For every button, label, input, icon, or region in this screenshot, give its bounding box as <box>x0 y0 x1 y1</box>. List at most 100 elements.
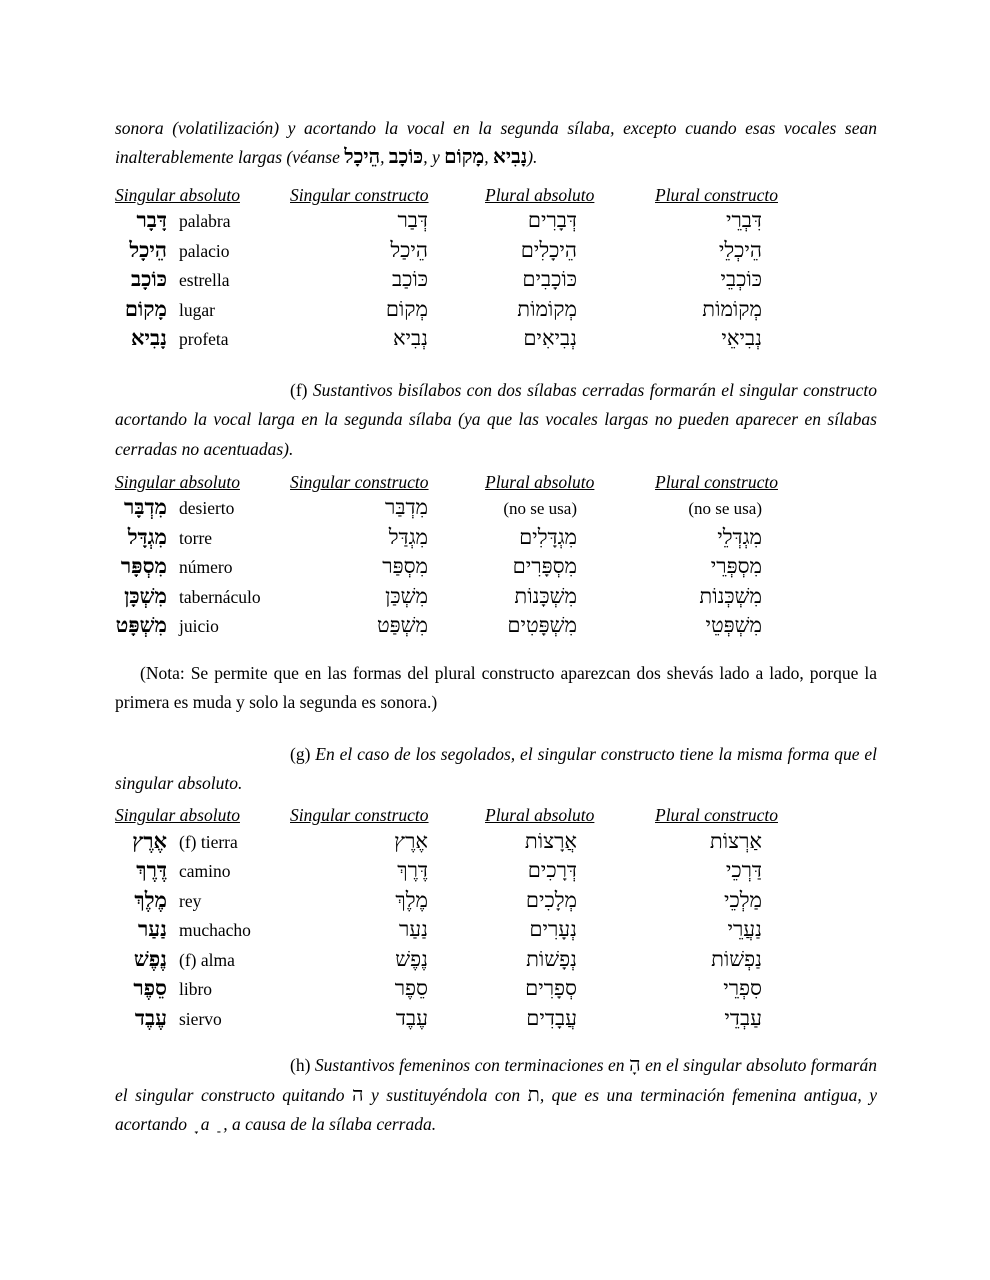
text-segment: En el caso de los segolados, el singular… <box>115 743 878 794</box>
hebrew-singular-absolute: נַעַר <box>137 917 167 942</box>
construct-plural-cell: מִגְדְּלֵי <box>655 524 805 549</box>
hebrew-plural-absolute: נְפָשׁוֹת <box>526 946 577 971</box>
absolute-singular-cell: מָקוֹם lugar <box>115 296 290 321</box>
hebrew-singular-construct: סֵפֶר <box>394 976 428 1001</box>
hebrew-singular-construct: מִגְדַּל <box>388 524 428 549</box>
table-row: מָקוֹם lugar מְקוֹם מְקוֹמוֹת מְקוֹמוֹת <box>115 296 877 329</box>
inline-hebrew-word: ת <box>527 1083 540 1106</box>
table-row: נַעַר muchacho נַעַר נְעָרִים נַעֲרֵי <box>115 919 877 949</box>
hebrew-plural-absolute: הֵיכָלִים <box>520 237 577 262</box>
column-header: Plural absoluto <box>485 184 595 205</box>
construct-singular-cell: נְבִיא <box>290 328 485 350</box>
construct-plural-cell: (no se usa) <box>655 499 805 519</box>
table-row: מִגְדָּל torre מִגְדַּל מִגְדָּלִים מִגְ… <box>115 524 877 557</box>
hebrew-plural-absolute: דְּרָכִים <box>527 858 577 883</box>
spanish-gloss: libro <box>179 979 213 1000</box>
column-header: Plural absoluto <box>485 805 595 826</box>
spanish-gloss: lugar <box>179 299 215 320</box>
absolute-plural-cell: מִשְׁפָּטִים <box>485 615 655 637</box>
absolute-singular-cell: אֶרֶץ (f) tierra <box>115 830 290 853</box>
spanish-gloss: desierto <box>179 498 235 519</box>
construct-singular-cell: מִשְׁכַּן <box>290 583 485 608</box>
column-header: Plural absoluto <box>485 471 595 492</box>
noun-table-2: Singular absoluto Singular constructo Plur… <box>115 468 877 645</box>
hebrew-singular-absolute: מִדְבָּר <box>124 495 167 520</box>
construct-plural-cell: כּוֹכְבֵי <box>655 269 805 291</box>
hebrew-singular-absolute: מִשְׁכָּן <box>124 583 167 608</box>
spanish-gloss: estrella <box>179 270 230 291</box>
construct-singular-cell: מֶלֶךְ <box>290 889 485 912</box>
hebrew-singular-absolute: מִסְפָּר <box>120 554 167 579</box>
construct-plural-cell: עַבְדֵי <box>655 1007 805 1030</box>
hebrew-singular-absolute: הֵיכָל <box>129 237 167 262</box>
hebrew-plural-absolute: מִסְפָּרִים <box>512 554 577 579</box>
construct-singular-cell: מִדְבַּר <box>290 497 485 519</box>
hebrew-singular-absolute: מָקוֹם <box>124 296 167 321</box>
hebrew-singular-construct: מִשְׁכַּן <box>385 583 428 608</box>
hebrew-singular-construct: אֶרֶץ <box>394 828 428 853</box>
absolute-singular-cell: כּוֹכָב estrella <box>115 269 290 291</box>
absolute-plural-cell: נְעָרִים <box>485 919 655 941</box>
construct-singular-cell: הֵיכַל <box>290 239 485 262</box>
construct-plural-cell: הֵיכְלֵי <box>655 239 805 262</box>
text-segment: (g) <box>290 743 316 764</box>
table-body: דָּבָר palabra דְּבַר דְּבָרִים דִּבְרֵי… <box>115 210 877 358</box>
hebrew-singular-construct: דֶּרֶךְ <box>397 858 428 883</box>
inline-hebrew-word: כּוֹכָב <box>388 146 424 169</box>
column-header: Plural constructo <box>655 184 778 205</box>
section-f-paragraph: (f) Sustantivos bisílabos con dos sílaba… <box>115 376 877 464</box>
absolute-plural-cell: מִסְפָּרִים <box>485 556 655 578</box>
construct-plural-cell: מַלְכֵי <box>655 889 805 912</box>
construct-plural-cell: דַּרְכֵי <box>655 860 805 882</box>
text-segment: sonora (volatilización) y acortando la v… <box>115 118 877 168</box>
spanish-gloss: muchacho <box>179 920 251 941</box>
text-segment: (h) <box>290 1055 315 1076</box>
absolute-singular-cell: נָבִיא profeta <box>115 328 290 350</box>
inline-hebrew-word: נָבִיא <box>493 146 528 169</box>
absolute-singular-cell: נֶפֶשׁ (f) alma <box>115 948 290 971</box>
table-header-row: Singular absoluto Singular constructo Plur… <box>115 468 877 497</box>
hebrew-plural-absolute: סְפָרִים <box>525 976 577 1001</box>
hebrew-plural-construct: כּוֹכְבֵי <box>720 267 762 292</box>
absolute-singular-cell: מִדְבָּר desierto <box>115 497 290 519</box>
hebrew-plural-construct: דִּבְרֵי <box>725 208 762 233</box>
absolute-singular-cell: דָּבָר palabra <box>115 210 290 232</box>
text-segment: ). <box>527 147 538 168</box>
table-row: מֶלֶךְ rey מֶלֶךְ מְלָכִים מַלְכֵי <box>115 887 877 920</box>
table-row: מִשְׁכָּן tabernáculo מִשְׁכַּן מִשְׁכָּ… <box>115 583 877 616</box>
absolute-plural-cell: נְפָשׁוֹת <box>485 946 655 971</box>
inline-hebrew-word: ה <box>352 1083 364 1106</box>
absolute-singular-cell: עֶבֶד siervo <box>115 1007 290 1030</box>
absolute-plural-cell: מִגְדָּלִים <box>485 526 655 549</box>
text-segment: y sustituyéndola con <box>363 1084 528 1105</box>
table-row: מִשְׁפָּט juicio מִשְׁפַּט מִשְׁפָּטִים … <box>115 615 877 645</box>
inline-hebrew-word: הָ <box>629 1054 641 1077</box>
construct-singular-cell: מְקוֹם <box>290 296 485 321</box>
table-row: מִדְבָּר desierto מִדְבַּר (no se usa) (… <box>115 497 877 527</box>
hebrew-plural-construct: סִפְרֵי <box>723 976 762 1001</box>
hebrew-singular-construct: נְבִיא <box>392 326 428 351</box>
construct-singular-cell: כּוֹכַב <box>290 269 485 291</box>
hebrew-plural-construct: (no se usa) <box>688 499 762 519</box>
spanish-gloss: profeta <box>179 329 229 350</box>
construct-plural-cell: אַרְצוֹת <box>655 830 805 853</box>
hebrew-singular-construct: מִשְׁפַּט <box>376 613 428 638</box>
hebrew-plural-construct: נַפְשׁוֹת <box>711 946 762 971</box>
hebrew-singular-absolute: מִגְדָּל <box>127 524 167 549</box>
hebrew-singular-absolute: מִשְׁפָּט <box>115 613 167 638</box>
absolute-plural-cell: אֲרָצוֹת <box>485 828 655 853</box>
construct-singular-cell: מִשְׁפַּט <box>290 615 485 637</box>
construct-singular-cell: דְּבַר <box>290 210 485 232</box>
spanish-gloss: siervo <box>179 1008 222 1029</box>
hebrew-singular-absolute: מֶלֶךְ <box>134 887 167 912</box>
absolute-plural-cell: כּוֹכָבִים <box>485 269 655 291</box>
hebrew-singular-construct: מְקוֹם <box>385 296 428 321</box>
hebrew-plural-construct: דַּרְכֵי <box>725 858 762 883</box>
hebrew-plural-absolute: מְקוֹמוֹת <box>517 296 577 321</box>
absolute-plural-cell: עֲבָדִים <box>485 1007 655 1030</box>
hebrew-plural-construct: מִגְדְּלֵי <box>717 524 762 549</box>
hebrew-plural-absolute: אֲרָצוֹת <box>524 828 577 853</box>
table-row: כּוֹכָב estrella כּוֹכַב כּוֹכָבִים כּוֹ… <box>115 269 877 299</box>
absolute-singular-cell: מִשְׁפָּט juicio <box>115 615 290 637</box>
table-body: אֶרֶץ (f) tierra אֶרֶץ אֲרָצוֹת אַרְצוֹת… <box>115 828 877 1038</box>
